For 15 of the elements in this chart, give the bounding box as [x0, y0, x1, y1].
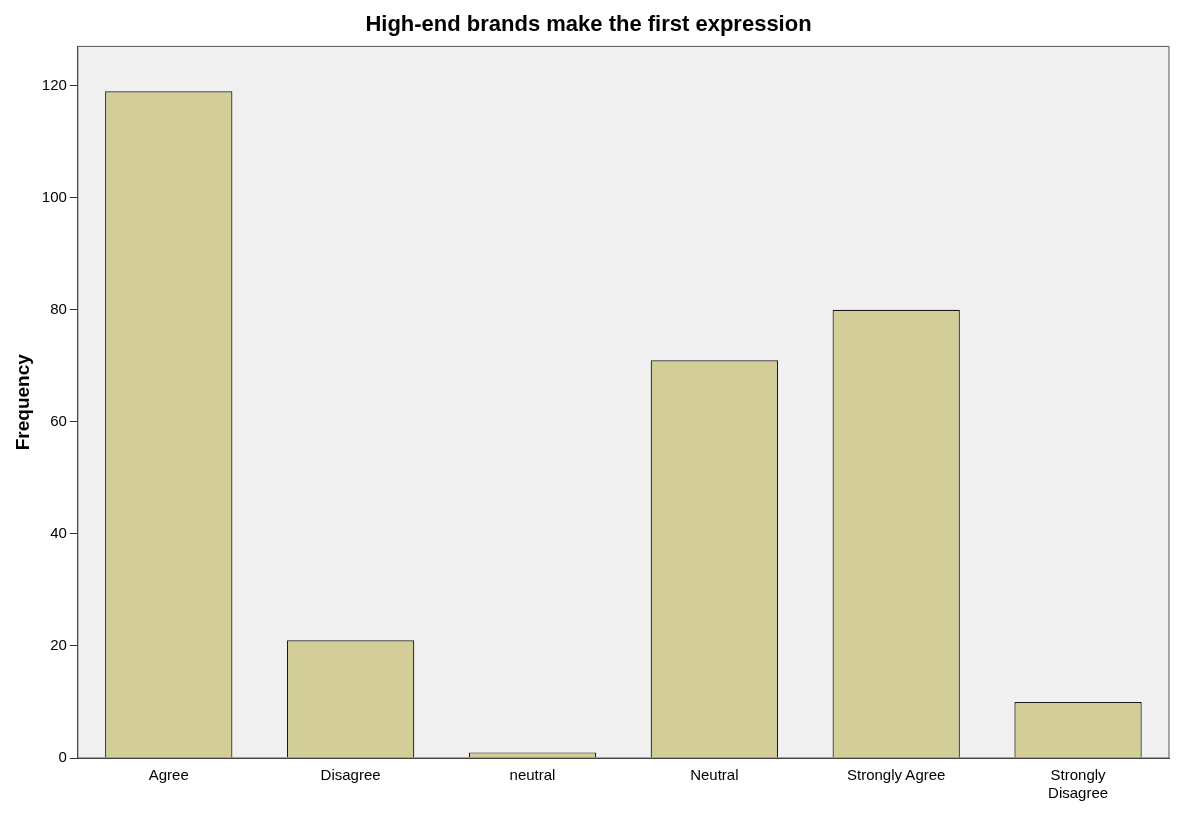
- x-tick-label: neutral: [509, 766, 556, 784]
- y-tick-label: 20: [50, 636, 67, 654]
- x-tick-label: Disagree: [320, 766, 381, 784]
- x-tick-label: Agree: [148, 766, 189, 784]
- x-tick-label: Neutral: [690, 766, 739, 784]
- y-tick-label: 60: [50, 411, 67, 429]
- y-tick-label: 40: [50, 524, 67, 542]
- y-tick-label: 0: [58, 748, 67, 766]
- y-axis-title: Frequency: [11, 353, 33, 451]
- y-tick-label: 80: [50, 299, 67, 317]
- x-tick-label: Strongly Disagree: [1048, 766, 1109, 802]
- chart-title: High-end brands make the first expression: [365, 11, 812, 37]
- y-tick-label: 100: [41, 187, 67, 205]
- y-tick-label: 120: [41, 75, 67, 93]
- x-tick-label: Strongly Agree: [847, 766, 946, 784]
